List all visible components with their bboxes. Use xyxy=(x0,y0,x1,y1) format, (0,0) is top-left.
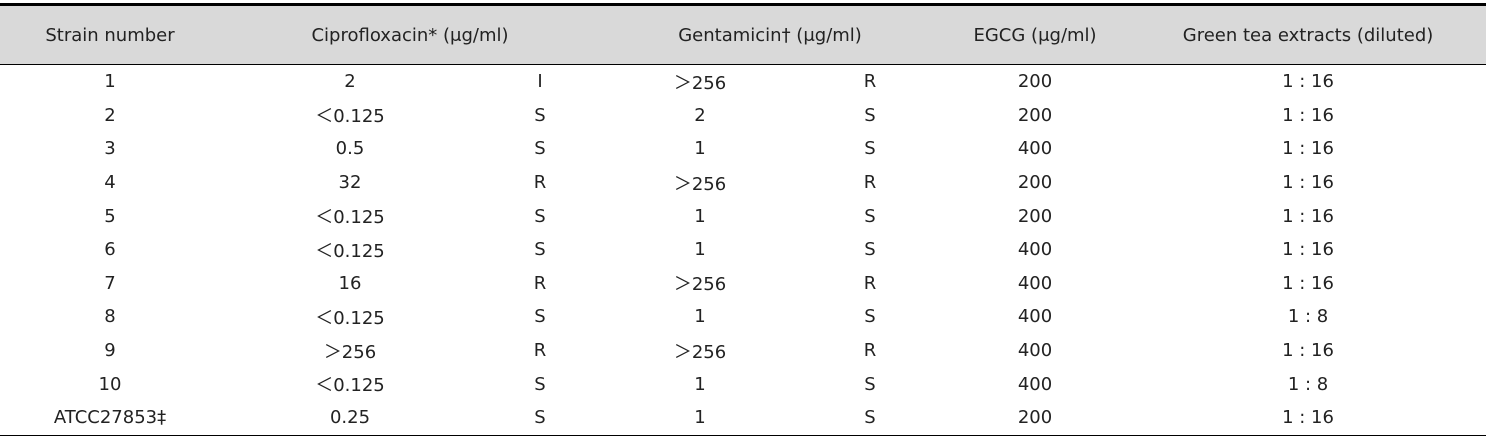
table-cell: R xyxy=(863,71,877,93)
table-cell: 1 : 16 xyxy=(1282,239,1334,261)
table-row: 3 0.5 S 1 S 400 1 : 16 xyxy=(0,132,1486,166)
header-cell: Ciprofloxacin* (μg/ml) xyxy=(220,3,601,65)
table-cell: S xyxy=(534,104,546,126)
table-row: 5 ＜0.125 S 1 S 200 1 : 16 xyxy=(0,199,1486,233)
table-cell: S xyxy=(864,104,876,126)
table-cell: ＜0.125 xyxy=(315,106,385,128)
table-cell: 16 xyxy=(338,272,362,294)
table-cell: S xyxy=(534,306,546,328)
header-row: Strain number Ciprofloxacin* (μg/ml) Gen… xyxy=(0,3,1486,65)
table-cell: 1 : 8 xyxy=(1287,306,1329,328)
table-cell: 10 xyxy=(98,373,122,395)
table-cell: 1 : 16 xyxy=(1130,400,1486,436)
table-cell: 200 xyxy=(1017,71,1053,93)
table-cell: 400 xyxy=(1017,373,1053,395)
table-cell: S xyxy=(534,239,546,261)
table-cell: S xyxy=(864,373,876,395)
table-cell: 1 xyxy=(104,71,116,93)
table-row: 10 ＜0.125 S 1 S 400 1 : 8 xyxy=(0,367,1486,401)
table-cell: S xyxy=(800,400,941,436)
table-row: 2 ＜0.125 S 2 S 200 1 : 16 xyxy=(0,99,1486,133)
table-cell: 2 xyxy=(104,104,116,126)
table-cell: S xyxy=(864,205,876,227)
table-cell: 400 xyxy=(1017,138,1053,160)
header-cell: Green tea extracts (diluted) xyxy=(1130,3,1486,65)
table-cell: S xyxy=(864,138,876,160)
table-cell: 1 : 16 xyxy=(1282,138,1334,160)
table-cell: 200 xyxy=(940,400,1131,436)
header-cell: Gentamicin† (μg/ml) xyxy=(600,3,941,65)
table-cell: 1 xyxy=(694,239,706,261)
header-cell: EGCG (μg/ml) xyxy=(940,3,1131,65)
results-table: Strain number Ciprofloxacin* (μg/ml) Gen… xyxy=(0,3,1486,436)
table-cell: 1 xyxy=(694,205,706,227)
table-cell: 1 xyxy=(694,373,706,395)
header-cell: Strain number xyxy=(0,3,220,65)
table-cell: 0.25 xyxy=(220,400,480,436)
table-body: 1 2 I ＞256 R 200 1 : 16 2 ＜0.125 S 2 S 200 1 : 16 3 0.5… xyxy=(0,65,1486,436)
table-cell: 1 : 16 xyxy=(1282,104,1334,126)
table-cell: 1 : 16 xyxy=(1282,71,1334,93)
table-cell: R xyxy=(533,272,547,294)
table-cell: 1 : 16 xyxy=(1282,172,1334,194)
table-cell: 1 : 8 xyxy=(1287,373,1329,395)
table-cell: 1 : 16 xyxy=(1282,272,1334,294)
table-cell: 1 xyxy=(694,306,706,328)
table-cell: ＞256 xyxy=(673,274,727,296)
table-cell: 200 xyxy=(1017,104,1053,126)
table-cell: ＜0.125 xyxy=(315,307,385,329)
table-cell: I xyxy=(537,71,543,93)
table-cell: 400 xyxy=(1017,340,1053,362)
table-cell: 4 xyxy=(104,172,116,194)
table-cell: 200 xyxy=(1017,172,1053,194)
table-cell: 400 xyxy=(1017,306,1053,328)
table-row: 1 2 I ＞256 R 200 1 : 16 xyxy=(0,65,1486,99)
table-row: 8 ＜0.125 S 1 S 400 1 : 8 xyxy=(0,300,1486,334)
table-cell: R xyxy=(863,172,877,194)
table-cell: 1 xyxy=(600,400,801,436)
table-cell: S xyxy=(534,205,546,227)
table-cell: ＜0.125 xyxy=(315,375,385,397)
table-cell: 2 xyxy=(694,104,706,126)
table-cell: 1 : 16 xyxy=(1282,340,1334,362)
table-row: 7 16 R ＞256 R 400 1 : 16 xyxy=(0,267,1486,301)
table-cell: S xyxy=(480,400,601,436)
table-cell: 2 xyxy=(344,71,356,93)
table-cell: ＞256 xyxy=(673,72,727,94)
table-cell: 400 xyxy=(1017,272,1053,294)
table-cell: 400 xyxy=(1017,239,1053,261)
table-cell: ＞256 xyxy=(673,173,727,195)
table-cell: ATCC27853‡ xyxy=(0,400,220,436)
table-row: 6 ＜0.125 S 1 S 400 1 : 16 xyxy=(0,233,1486,267)
table-cell: 1 xyxy=(694,138,706,160)
table-cell: R xyxy=(533,340,547,362)
table-cell: ＞256 xyxy=(323,341,377,363)
table-cell: 3 xyxy=(104,138,116,160)
table-cell: S xyxy=(534,138,546,160)
table-cell: 8 xyxy=(104,306,116,328)
table-cell: ＞256 xyxy=(673,341,727,363)
table-cell: 1 : 16 xyxy=(1282,205,1334,227)
table-header: Strain number Ciprofloxacin* (μg/ml) Gen… xyxy=(0,3,1486,65)
table-cell: 7 xyxy=(104,272,116,294)
table-cell: 32 xyxy=(338,172,362,194)
table-cell: R xyxy=(863,340,877,362)
table-cell: ＜0.125 xyxy=(315,207,385,229)
table-row: 4 32 R ＞256 R 200 1 : 16 xyxy=(0,166,1486,200)
table-cell: R xyxy=(533,172,547,194)
table-cell: S xyxy=(864,306,876,328)
table-row: 9 ＞256 R ＞256 R 400 1 : 16 xyxy=(0,334,1486,368)
table-cell: 6 xyxy=(104,239,116,261)
table-cell: 200 xyxy=(1017,205,1053,227)
table-row: ATCC27853‡ 0.25 S 1 S 200 1 : 16 xyxy=(0,400,1486,436)
table-cell: R xyxy=(863,272,877,294)
table-cell: S xyxy=(534,373,546,395)
table-cell: S xyxy=(864,239,876,261)
table-cell: 0.5 xyxy=(335,138,365,160)
table-cell: ＜0.125 xyxy=(315,240,385,262)
table-cell: 9 xyxy=(104,340,116,362)
table-cell: 5 xyxy=(104,205,116,227)
